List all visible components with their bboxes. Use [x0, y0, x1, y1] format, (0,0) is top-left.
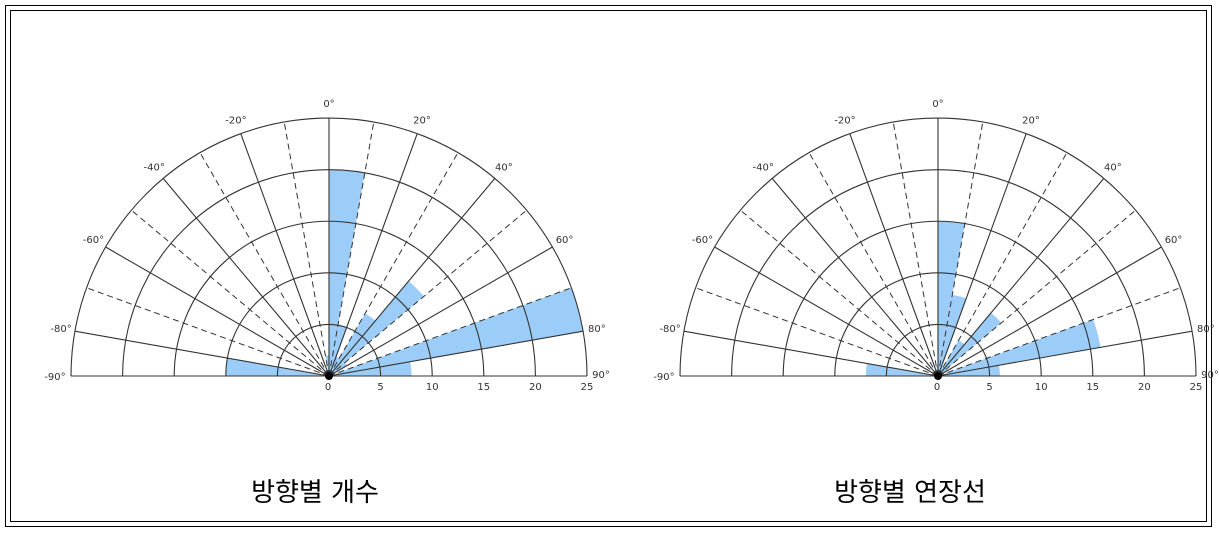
radial-tick-label: 20 [529, 382, 542, 393]
inner-frame [10, 10, 1207, 522]
rose-bar-70 [938, 319, 1101, 376]
chart-title-count: 방향별 개수 [251, 478, 379, 508]
ring-15 [173, 220, 485, 377]
ring-25 [70, 117, 588, 377]
radial-line--10 [283, 121, 330, 377]
angle-tick-label: -20° [834, 115, 855, 126]
radial-line-60 [937, 246, 1162, 377]
ring-10 [834, 272, 1042, 377]
ring-5 [276, 323, 382, 377]
radial-tick-label: 25 [1190, 382, 1203, 393]
angle-tick-label: 60° [1165, 235, 1183, 246]
rose-bar-0 [938, 221, 965, 376]
radial-line--30 [808, 152, 939, 377]
radial-line-20 [937, 133, 1027, 377]
radial-tick-label: 5 [377, 382, 383, 393]
rose-bar-40 [329, 281, 424, 376]
radial-line--20 [240, 133, 330, 377]
radial-line-60 [328, 246, 553, 377]
radial-tick-label: 10 [1035, 382, 1048, 393]
radial-tick-label: 25 [581, 382, 594, 393]
radial-tick-label: 15 [1086, 382, 1099, 393]
radial-tick-label: 0 [934, 382, 940, 393]
angle-tick-label: -60° [692, 235, 713, 246]
angle-tick-label: -90° [44, 372, 65, 383]
angle-tick-label: -80° [659, 324, 680, 335]
angle-tick-label: 0° [323, 99, 334, 110]
angle-tick-label: 60° [556, 235, 574, 246]
center-hub [934, 372, 942, 380]
radial-line-80 [328, 330, 584, 377]
angle-tick-label: 20° [413, 115, 431, 126]
rose-bar-30 [938, 340, 965, 376]
angle-tick-label: 90° [1201, 370, 1219, 381]
radial-line-80 [937, 330, 1193, 377]
angle-tick-label: 80° [588, 324, 606, 335]
radial-line-40 [937, 178, 1105, 377]
radial-tick-label: 20 [1138, 382, 1151, 393]
radial-tick-label: 5 [986, 382, 992, 393]
radial-line-40 [328, 178, 496, 377]
radial-line-10 [937, 121, 984, 377]
angle-tick-label: -40° [143, 163, 164, 174]
angle-tick-label: -40° [752, 163, 773, 174]
radial-tick-label: 10 [426, 382, 439, 393]
radial-line--80 [74, 330, 330, 377]
rose-bar-70 [329, 287, 584, 376]
radial-line-10 [328, 121, 375, 377]
radial-line-50 [328, 209, 527, 377]
radial-line-30 [328, 152, 459, 377]
angle-tick-label: 20° [1022, 115, 1040, 126]
radial-line--40 [771, 178, 939, 377]
rose-bar-40 [938, 312, 1002, 376]
radial-line--20 [849, 133, 939, 377]
radial-line--80 [683, 330, 939, 377]
chart-title-length: 방향별 연장선 [834, 478, 986, 508]
radial-line-70 [937, 287, 1181, 377]
angle-tick-label: -60° [83, 235, 104, 246]
ring-20 [731, 169, 1145, 377]
angle-tick-label: 0° [932, 99, 943, 110]
angle-tick-label: -80° [50, 324, 71, 335]
radial-tick-label: 15 [477, 382, 490, 393]
radial-line--30 [199, 152, 330, 377]
rose-chart-count: 0 5 10 15 20 25 -90° -80° -60° -40° -20° 0° 20° 40° 60… [44, 99, 610, 393]
ring-10 [225, 272, 433, 377]
angle-tick-label: 40° [495, 163, 513, 174]
ring-20 [122, 169, 536, 377]
radial-line-70 [328, 287, 572, 377]
outer-frame [5, 5, 1212, 527]
angle-tick-label: -20° [225, 115, 246, 126]
radial-line--50 [740, 209, 939, 377]
ring-25 [679, 117, 1197, 377]
rose-chart-length: 0 5 10 15 20 25 -90° -80° -60° -40° -20° 0° 20° 40° 60… [653, 99, 1219, 393]
radial-line--10 [892, 121, 939, 377]
rose-bar-30 [329, 313, 376, 376]
radial-line-20 [328, 133, 418, 377]
angle-tick-label: 80° [1197, 324, 1215, 335]
angle-tick-label: -90° [653, 372, 674, 383]
radial-line-30 [937, 152, 1068, 377]
radial-line--50 [131, 209, 330, 377]
angle-tick-label: 40° [1104, 163, 1122, 174]
radial-line--70 [86, 287, 330, 377]
radial-line--40 [162, 178, 330, 377]
ring-5 [885, 323, 991, 377]
radial-line--60 [105, 246, 330, 377]
radial-line--70 [695, 287, 939, 377]
radial-line-50 [937, 209, 1136, 377]
angle-tick-label: 90° [592, 370, 610, 381]
radial-tick-label: 0 [325, 382, 331, 393]
radial-line--60 [714, 246, 939, 377]
ring-15 [782, 220, 1094, 377]
center-hub [325, 372, 333, 380]
